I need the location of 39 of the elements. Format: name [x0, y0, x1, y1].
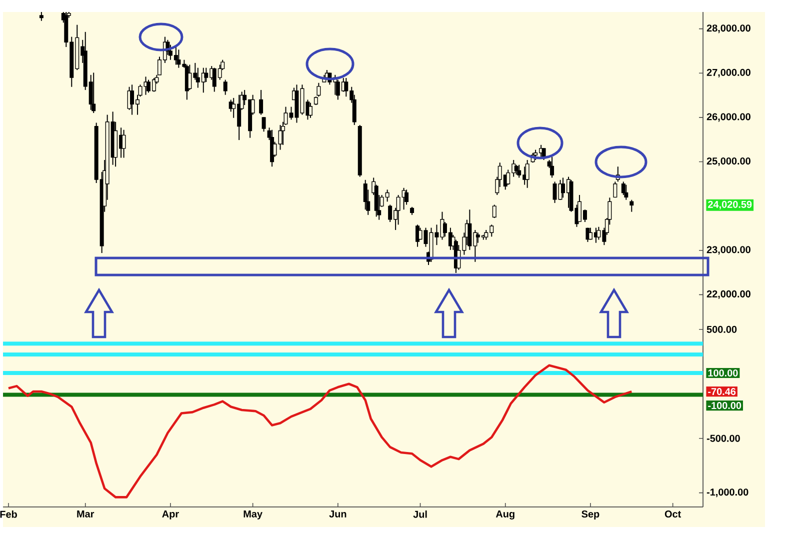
candlestick: [514, 164, 518, 176]
y-tick-label: 25,000.00: [706, 158, 750, 166]
x-tick-label: Jun: [329, 510, 346, 518]
text: -70.46: [708, 388, 736, 396]
y-tick-label: 22,000.00: [706, 290, 750, 299]
candlestick: [476, 232, 480, 244]
candlestick: [262, 116, 266, 132]
y-tick-label: 26,000.00: [706, 113, 750, 122]
y-tick-label: -1,000.00: [706, 488, 748, 498]
candlestick: [534, 149, 538, 160]
x-tick-label: Apr: [162, 510, 179, 520]
candlestick: [308, 102, 312, 118]
ref-line-label: -100.00: [708, 402, 742, 410]
x-tick-label: Feb: [0, 510, 17, 518]
x-tick-label: Sep: [582, 510, 600, 520]
candlestick: [630, 199, 634, 212]
candlestick: [550, 156, 554, 178]
candlestick: [613, 181, 618, 198]
candlestick: [624, 184, 628, 200]
y-tick-label: 23,000.00: [706, 246, 750, 255]
x-tick-label: Jul: [413, 510, 427, 518]
y-tick-label: -500.00: [706, 434, 740, 442]
x-tick-label: Oct: [664, 510, 681, 518]
x-tick-label: Mar: [77, 510, 94, 518]
candlestick: [404, 189, 409, 206]
candlestick: [92, 72, 96, 114]
candlestick: [259, 89, 264, 116]
y-tick-label: 500.00: [706, 326, 737, 333]
candlestick: [223, 79, 228, 96]
candlestick: [336, 79, 340, 100]
y-tick-label: 27,000.00: [706, 68, 750, 78]
y-tick-label: 28,000.00: [706, 24, 750, 34]
candlestick: [492, 204, 496, 219]
candlestick: [525, 159, 530, 188]
text: 24,020.59: [708, 200, 752, 210]
x-tick-label: May: [244, 510, 262, 520]
ref-line-label: 100.00: [708, 369, 738, 377]
candlestick: [122, 129, 126, 158]
x-tick-label: Aug: [496, 510, 514, 520]
